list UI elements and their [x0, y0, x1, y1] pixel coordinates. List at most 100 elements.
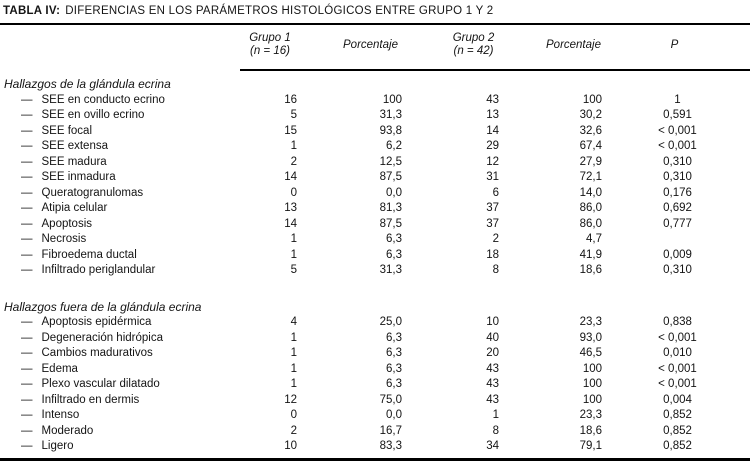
col-header-parameter — [0, 25, 240, 70]
row-label: Ligero — [41, 440, 74, 452]
col-header-grupo2: Grupo 2 (n = 42) — [405, 25, 502, 71]
cell-grupo1: 1 — [290, 233, 297, 245]
table-row: — SEE madura 2 12,5 12 27,9 0,310 — [0, 155, 750, 171]
cell-porcentaje2: 100 — [582, 93, 602, 106]
row-dash: — — [21, 140, 33, 152]
cell-porcentaje2: 46,5 — [579, 347, 602, 359]
cell-p: 0,852 — [663, 440, 692, 452]
row-dash: — — [21, 331, 33, 344]
row-label-cell: — Degeneración hidrópica — [0, 331, 240, 347]
cell-porcentaje2: 32,6 — [579, 124, 602, 137]
row-dash: — — [21, 264, 33, 276]
cell-grupo2: 43 — [486, 378, 499, 390]
cell-p: 0,852 — [663, 409, 692, 421]
row-dash: — — [21, 248, 33, 261]
table-row: — Degeneración hidrópica 1 6,3 40 93,0 < 0,001 — [0, 331, 750, 347]
cell-p: 0,838 — [663, 316, 692, 328]
table-row: — Fibroedema ductal 1 6,3 18 41,9 0,009 — [0, 248, 750, 264]
cell-porcentaje2: 41,9 — [579, 248, 602, 261]
row-dash: — — [21, 202, 33, 214]
cell-grupo2: 8 — [492, 424, 499, 437]
table-row: — SEE focal 15 93,8 14 32,6 < 0,001 — [0, 124, 750, 140]
row-label-cell: — Apoptosis epidérmica — [0, 315, 240, 331]
row-label: SEE madura — [41, 155, 107, 168]
cell-grupo1: 2 — [290, 155, 297, 168]
row-label-cell: — SEE focal — [0, 124, 240, 140]
cell-grupo1: 1 — [290, 362, 297, 375]
cell-porcentaje2: 18,6 — [579, 424, 602, 437]
cell-grupo2: 6 — [492, 186, 499, 199]
cell-porcentaje1: 0,0 — [386, 409, 402, 421]
cell-grupo2: 29 — [486, 140, 499, 152]
cell-p: 0,009 — [663, 248, 692, 261]
table-row: — Necrosis 1 6,3 2 4,7 — [0, 232, 750, 248]
table-row: — Moderado 2 16,7 8 18,6 0,852 — [0, 424, 750, 440]
cell-porcentaje1: 75,0 — [379, 393, 402, 406]
row-dash: — — [21, 440, 33, 452]
row-label: Edema — [41, 362, 78, 375]
cell-p: 0,010 — [663, 347, 692, 359]
row-dash: — — [21, 171, 33, 183]
row-label-cell: — Edema — [0, 362, 240, 378]
row-label: Moderado — [41, 424, 94, 437]
cell-p: 0,852 — [663, 424, 692, 437]
cell-p: 0,692 — [663, 202, 692, 214]
table-row: — SEE en ovillo ecrino 5 31,3 13 30,2 0,591 — [0, 108, 750, 124]
cell-grupo1: 15 — [284, 124, 297, 137]
row-label: SEE en ovillo ecrino — [41, 109, 145, 121]
row-label: SEE inmadura — [41, 171, 116, 183]
cell-porcentaje2: 93,0 — [579, 331, 602, 344]
row-label-cell: — SEE en ovillo ecrino — [0, 108, 240, 124]
cell-porcentaje1: 87,5 — [379, 171, 402, 183]
cell-porcentaje1: 87,5 — [379, 217, 402, 230]
row-label: Intenso — [41, 409, 80, 421]
row-label: Fibroedema ductal — [41, 248, 137, 261]
cell-grupo2: 8 — [492, 264, 499, 276]
cell-grupo2: 13 — [486, 109, 499, 121]
row-dash: — — [21, 378, 33, 390]
cell-porcentaje2: 72,1 — [579, 171, 602, 183]
col-header-grupo2-line1: Grupo 2 — [452, 32, 495, 44]
cell-grupo2: 34 — [486, 440, 499, 452]
row-label-cell: — Moderado — [0, 424, 240, 440]
row-dash: — — [21, 217, 33, 230]
row-dash: — — [21, 186, 33, 199]
row-dash: — — [21, 362, 33, 375]
row-label: Necrosis — [41, 233, 87, 245]
cell-grupo2: 37 — [486, 217, 499, 230]
row-label: Infiltrado en dermis — [41, 393, 140, 406]
cell-p: 0,004 — [663, 393, 692, 406]
cell-porcentaje1: 6,3 — [386, 233, 402, 245]
cell-p: 0,310 — [663, 264, 692, 276]
col-header-grupo1-line2: (n = 16) — [250, 45, 290, 57]
row-dash: — — [21, 424, 33, 437]
row-label: Degeneración hidrópica — [41, 331, 163, 344]
cell-grupo1: 0 — [290, 186, 297, 199]
cell-p — [605, 232, 750, 248]
row-label: Atipia celular — [41, 202, 108, 214]
cell-porcentaje2: 27,9 — [579, 155, 602, 168]
row-label-cell: — Apoptosis — [0, 217, 240, 233]
row-label: Apoptosis epidérmica — [41, 316, 152, 328]
cell-grupo1: 4 — [290, 316, 297, 328]
cell-grupo2: 43 — [486, 93, 499, 106]
cell-grupo1: 5 — [290, 109, 297, 121]
histology-table: Grupo 1 (n = 16) Porcentaje Grupo 2 (n =… — [0, 25, 750, 455]
table-row: — Infiltrado periglandular 5 31,3 8 18,6 0,310 — [0, 263, 750, 279]
cell-grupo2: 40 — [486, 331, 499, 344]
cell-p: 0,176 — [663, 186, 692, 199]
row-dash: — — [21, 109, 33, 121]
table-row: — Ligero 10 83,3 34 79,1 0,852 — [0, 439, 750, 455]
cell-grupo2: 2 — [492, 233, 499, 245]
cell-porcentaje2: 30,2 — [579, 109, 602, 121]
cell-porcentaje1: 81,3 — [379, 202, 402, 214]
row-label-cell: — SEE madura — [0, 155, 240, 171]
cell-grupo1: 2 — [290, 424, 297, 437]
cell-grupo2: 43 — [486, 362, 499, 375]
row-label-cell: — SEE inmadura — [0, 170, 240, 186]
row-label-cell: — Queratogranulomas — [0, 186, 240, 202]
row-label-cell: — SEE en conducto ecrino — [0, 93, 240, 109]
row-dash: — — [21, 393, 33, 406]
cell-porcentaje2: 79,1 — [579, 440, 602, 452]
row-dash: — — [21, 316, 33, 328]
